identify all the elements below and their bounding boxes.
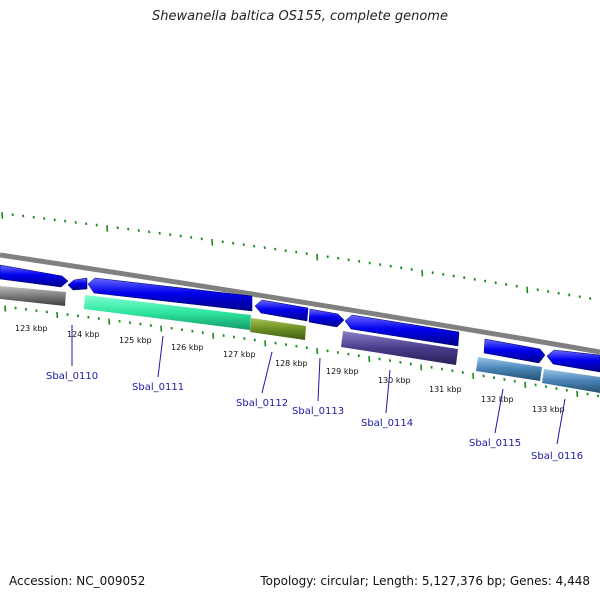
kbp-label: 131 kbp [429,385,462,394]
cds-arrow-reverse[interactable] [344,314,460,347]
forward-strand-track [0,264,600,373]
gene-label-sbal-0111[interactable]: Sbal_0111 [132,382,184,393]
gene-label-sbal-0116[interactable]: Sbal_0116 [531,451,583,462]
kbp-label: 127 kbp [223,350,256,359]
accession-text: Accession: NC_009052 [9,574,146,588]
ruler-tick-track [4,305,600,398]
gene-feature-sbal-0112[interactable] [250,318,306,340]
kbp-label: 130 kbp [378,376,411,385]
kbp-label: 125 kbp [119,336,152,345]
gene-feature-sbal-0111[interactable] [84,295,251,330]
gene-label-leaders [71,325,566,445]
leader-line [317,357,321,402]
kbp-label: 123 kbp [15,324,48,333]
gene-label-sbal-0110[interactable]: Sbal_0110 [46,371,98,382]
kbp-label: 129 kbp [326,367,359,376]
cds-arrow-reverse[interactable] [546,349,600,373]
cds-arrow-reverse[interactable] [254,299,309,322]
cds-arrow-forward[interactable] [0,264,69,288]
ruler-labels: 123 kbp 124 kbp 125 kbp 126 kbp 127 kbp … [15,324,565,414]
kbp-label: 133 kbp [532,405,565,414]
gene-label-sbal-0113[interactable]: Sbal_0113 [292,406,344,417]
leader-line [157,335,164,378]
leader-line [385,369,391,414]
kbp-label: 128 kbp [275,359,308,368]
leader-line [556,398,566,445]
map-title: Shewanella baltica OS155, complete genom… [152,9,448,24]
gene-feature-sbal-0114[interactable] [341,331,458,365]
cds-arrow-reverse[interactable] [87,277,253,312]
gene-label-sbal-0114[interactable]: Sbal_0114 [361,418,413,429]
leader-line [494,388,504,434]
gene-label-sbal-0112[interactable]: Sbal_0112 [236,398,288,409]
genome-summary-text: Topology: circular; Length: 5,127,376 bp… [260,574,590,588]
outer-tick-track [1,212,592,300]
kbp-label: 126 kbp [171,343,204,352]
cds-arrow-forward[interactable] [308,308,345,328]
gene-feature-sbal-0110[interactable] [0,286,66,306]
gene-feature-sbal-0116[interactable] [542,369,600,393]
gene-label-sbal-0115[interactable]: Sbal_0115 [469,438,521,449]
cds-arrow-reverse[interactable] [67,277,88,291]
gene-feature-sbal-0115[interactable] [476,357,542,381]
gene-labels: Sbal_0110 Sbal_0111 Sbal_0112 Sbal_0113 … [46,371,583,462]
leader-line [261,351,273,394]
kbp-label: 124 kbp [67,330,100,339]
genome-backbone [0,252,600,355]
gene-track [0,286,600,393]
cds-arrow-forward[interactable] [483,338,546,364]
kbp-label: 132 kbp [481,395,514,404]
